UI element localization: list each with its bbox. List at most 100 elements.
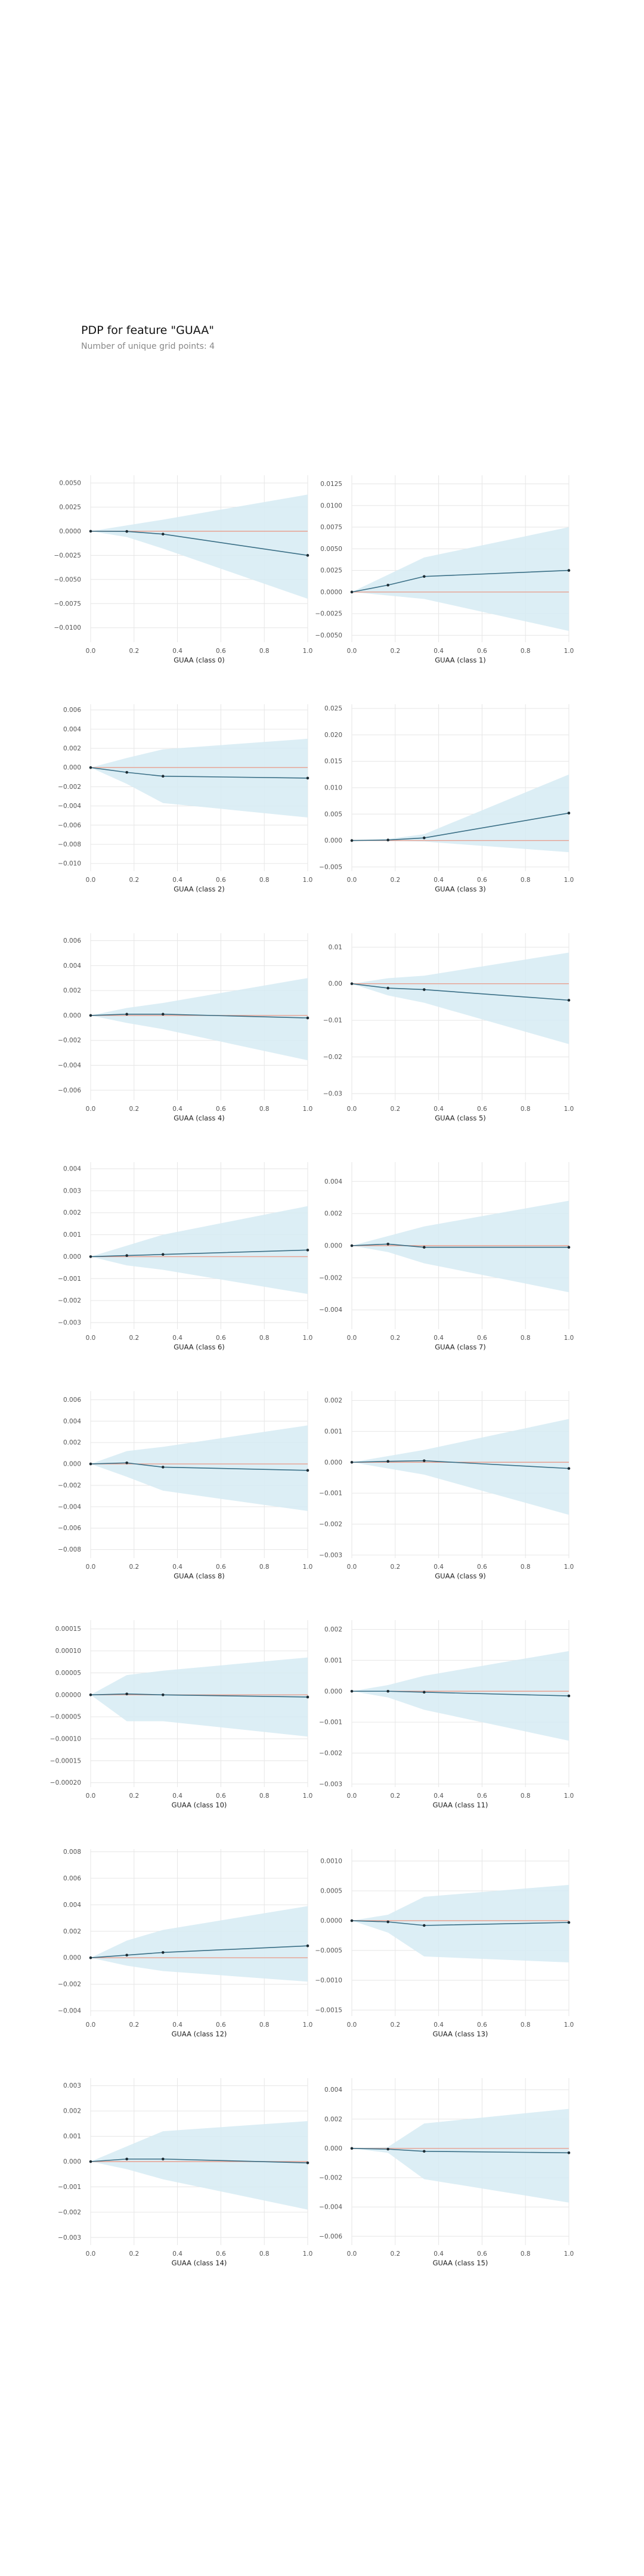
- pdp-line: [351, 812, 569, 841]
- x-tick-label: 0.8: [521, 1106, 531, 1113]
- pdp-subplot-class-10: 0.00015 0.00010 0.00005 0.00000 −0.00005 −0.0…: [50, 1620, 312, 1809]
- x-tick-label: 0.4: [434, 1106, 444, 1113]
- x-tick-label: 0.2: [390, 1106, 400, 1113]
- pdp-point: [423, 575, 426, 578]
- x-axis-label: GUAA (class 12): [172, 2030, 227, 2038]
- y-tick-label: 0.00015: [55, 1626, 81, 1633]
- y-tick-label: 0.000: [324, 2145, 342, 2152]
- y-tick-label: −0.008: [58, 841, 81, 848]
- confidence-band: [91, 1906, 308, 1982]
- pdp-point: [350, 1460, 354, 1464]
- x-tick-label: 0.4: [434, 877, 444, 884]
- x-tick-label: 0.4: [172, 1335, 182, 1342]
- x-axis-label: GUAA (class 11): [433, 1801, 488, 1809]
- pdp-line: [351, 1920, 569, 1926]
- y-tick-label: −0.004: [319, 1306, 342, 1314]
- x-axis-label: GUAA (class 3): [435, 885, 486, 893]
- y-tick-label: −0.001: [58, 2184, 81, 2191]
- pdp-point: [567, 1467, 571, 1470]
- y-tick-label: 0.002: [324, 1626, 342, 1633]
- x-tick-label: 0.4: [172, 877, 182, 884]
- y-tick-label: 0.002: [324, 1210, 342, 1218]
- pdp-subplot-class-1: 0.0125 0.0100 0.0075 0.0050 0.0025 0.0000 −0.0…: [315, 475, 574, 664]
- y-tick-label: −0.002: [319, 2175, 342, 2182]
- x-axis-label: GUAA (class 4): [174, 1114, 225, 1122]
- pdp-line: [351, 1243, 569, 1248]
- pdp-point: [423, 988, 426, 991]
- x-tick-label: 0.8: [521, 1563, 531, 1571]
- pdp-line: [90, 531, 308, 556]
- x-axis-label: GUAA (class 13): [433, 2030, 488, 2038]
- y-tick-label: 0.004: [63, 726, 81, 733]
- x-axis-label: GUAA (class 14): [172, 2259, 227, 2267]
- confidence-band: [91, 494, 308, 599]
- y-tick-label: 0.006: [63, 707, 81, 714]
- y-tick-label: −0.0050: [315, 632, 342, 639]
- y-tick-label: 0.000: [63, 1012, 81, 1019]
- y-tick-label: 0.004: [324, 1178, 342, 1185]
- x-axis-label: GUAA (class 8): [174, 1572, 225, 1580]
- y-tick-label: −0.03: [323, 1090, 342, 1097]
- y-tick-label: −0.010: [58, 860, 81, 868]
- x-tick-label: 0.2: [390, 1792, 400, 1800]
- chart-header: PDP for feature "GUAA" Number of unique …: [81, 324, 215, 351]
- x-axis-label: GUAA (class 2): [174, 885, 225, 893]
- x-tick-label: 0.4: [172, 648, 182, 655]
- y-tick-label: 0.0005: [320, 1888, 342, 1895]
- y-tick-label: −0.001: [58, 1275, 81, 1283]
- x-tick-label: 0.2: [129, 1335, 139, 1342]
- y-tick-label: −0.006: [319, 2233, 342, 2240]
- x-tick-label: 0.6: [477, 648, 487, 655]
- x-tick-label: 0.2: [390, 2250, 400, 2258]
- pdp-point: [125, 770, 128, 774]
- x-tick-label: 0.8: [259, 1563, 270, 1571]
- pdp-point: [162, 1693, 165, 1696]
- pdp-point: [162, 532, 165, 536]
- y-tick-label: −0.004: [58, 2008, 81, 2015]
- y-tick-label: 0.002: [63, 2108, 81, 2115]
- y-tick-label: 0.008: [63, 1849, 81, 1856]
- x-tick-label: 0.8: [259, 1335, 270, 1342]
- pdp-subplot-class-2: 0.006 0.004 0.002 0.000 −0.002 −0.004 −0.006 −0…: [58, 704, 312, 893]
- y-tick-label: −0.0010: [315, 1977, 342, 1984]
- x-tick-label: 0.2: [129, 2021, 139, 2029]
- y-tick-label: 0.001: [324, 1657, 342, 1664]
- x-tick-label: 0.2: [390, 877, 400, 884]
- pdp-point: [89, 1255, 92, 1258]
- y-tick-label: −0.0025: [315, 611, 342, 618]
- x-tick-label: 0.4: [172, 2250, 182, 2258]
- pdp-line: [351, 1460, 569, 1469]
- confidence-band: [91, 1206, 308, 1295]
- pdp-subplot-class-12: 0.008 0.006 0.004 0.002 0.000 −0.002 −0.004 0.0…: [58, 1849, 312, 2038]
- pdp-subplot-class-3: 0.025 0.020 0.015 0.010 0.005 0.000 −0.005 0.0 0…: [319, 704, 574, 893]
- y-tick-label: −0.00005: [50, 1714, 81, 1721]
- x-tick-label: 0.8: [259, 1106, 270, 1113]
- x-axis-label: GUAA (class 5): [435, 1114, 486, 1122]
- y-tick-label: −0.00010: [50, 1735, 81, 1742]
- x-tick-label: 1.0: [564, 1563, 574, 1571]
- y-tick-label: 0.0010: [320, 1858, 342, 1865]
- x-tick-label: 0.2: [129, 877, 139, 884]
- y-tick-label: 0.015: [324, 758, 342, 765]
- y-tick-label: 0.000: [324, 1459, 342, 1466]
- y-tick-label: 0.00000: [55, 1692, 81, 1699]
- x-tick-label: 1.0: [303, 2250, 313, 2258]
- x-axis-label: GUAA (class 1): [435, 656, 486, 664]
- x-tick-label: 0.6: [477, 877, 487, 884]
- pdp-subplot-class-13: 0.0010 0.0005 0.0000 −0.0005 −0.0010 −0.0015 0…: [315, 1849, 574, 2038]
- y-tick-label: 0.003: [63, 2082, 81, 2089]
- x-tick-label: 0.2: [390, 648, 400, 655]
- x-tick-label: 0.8: [259, 648, 270, 655]
- y-tick-label: −0.002: [58, 1037, 81, 1044]
- y-tick-label: −0.02: [323, 1054, 342, 1061]
- pdp-point: [423, 1690, 426, 1694]
- x-tick-label: 0.0: [86, 1335, 96, 1342]
- x-tick-label: 0.4: [434, 648, 444, 655]
- y-tick-label: −0.006: [58, 822, 81, 829]
- pdp-point: [567, 999, 571, 1002]
- pdp-point: [567, 1694, 571, 1698]
- y-tick-label: −0.003: [319, 1552, 342, 1559]
- x-tick-label: 0.8: [521, 877, 531, 884]
- pdp-line: [90, 1014, 308, 1018]
